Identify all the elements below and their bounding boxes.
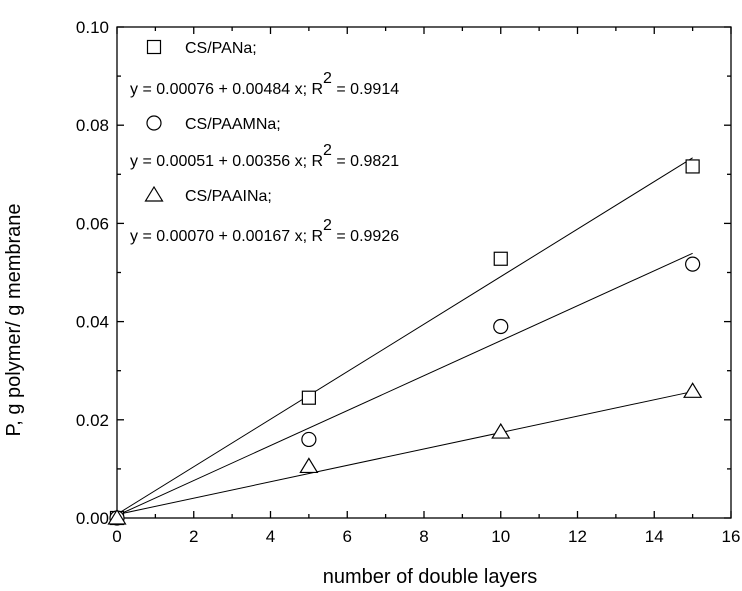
y-axis-title-part-1: P, g polymer xyxy=(3,327,25,437)
x-tick-label: 2 xyxy=(189,527,198,546)
fit-line xyxy=(116,157,693,515)
legend-equation: y = 0.00051 + 0.00356 x; R2 = 0.9821 xyxy=(130,142,399,170)
triangle-data-point xyxy=(491,422,511,439)
legend-series-name: CS/PANa; xyxy=(185,40,257,57)
square-data-point xyxy=(493,251,508,266)
legend-marker-circle xyxy=(146,115,162,131)
data-markers xyxy=(107,159,703,526)
y-tick-label: 0.10 xyxy=(76,18,109,37)
legend-marker-triangle xyxy=(144,185,164,202)
legend: CS/PANa;y = 0.00076 + 0.00484 x; R2 = 0.… xyxy=(130,39,399,245)
legend-equation: y = 0.00070 + 0.00167 x; R2 = 0.9926 xyxy=(130,217,399,245)
equation-text: y = 0.00070 + 0.00167 x; R xyxy=(130,228,323,245)
y-tick-label: 0.04 xyxy=(76,313,109,332)
x-tick-label: 14 xyxy=(645,527,664,546)
fit-lines xyxy=(116,157,693,516)
x-tick-label: 0 xyxy=(112,527,121,546)
legend-marker-square xyxy=(146,39,162,55)
y-axis-title: P, g polymer/ g membrane xyxy=(3,203,25,436)
legend-equation: y = 0.00076 + 0.00484 x; R2 = 0.9914 xyxy=(130,70,399,98)
fit-line xyxy=(116,252,693,516)
equation-superscript: 2 xyxy=(323,217,332,234)
equation-superscript: 2 xyxy=(323,142,332,159)
plot-frame xyxy=(116,26,732,519)
x-tick-label: 4 xyxy=(266,527,275,546)
x-tick-label: 12 xyxy=(568,527,587,546)
equation-r2-value: = 0.9926 xyxy=(332,228,399,245)
equation-text: y = 0.00076 + 0.00484 x; R xyxy=(130,81,323,98)
triangle-data-point xyxy=(107,508,127,525)
x-tick-label: 8 xyxy=(419,527,428,546)
fit-line xyxy=(116,391,693,516)
equation-text: y = 0.00051 + 0.00356 x; R xyxy=(130,153,323,170)
square-data-point xyxy=(685,159,700,174)
equation-superscript: 2 xyxy=(323,70,332,87)
triangle-data-point xyxy=(299,457,319,474)
x-tick-label: 16 xyxy=(722,527,741,546)
legend-series-name: CS/PAAMNa; xyxy=(185,116,281,133)
circle-data-point xyxy=(685,256,701,272)
equation-r2-value: = 0.9914 xyxy=(332,81,399,98)
equation-r2-value: = 0.9821 xyxy=(332,153,399,170)
legend-series-name: CS/PAAINa; xyxy=(185,188,272,205)
axis-titles: number of double layers P, g polymer/ g … xyxy=(3,203,537,588)
y-tick-label: 0.06 xyxy=(76,214,109,233)
x-tick-label: 6 xyxy=(343,527,352,546)
square-data-point xyxy=(301,390,316,405)
triangle-data-point xyxy=(683,382,703,398)
x-axis-title: number of double layers xyxy=(323,566,538,588)
circle-data-point xyxy=(301,431,317,448)
x-tick-label: 10 xyxy=(491,527,510,546)
y-tick-label: 0.00 xyxy=(76,509,109,528)
y-tick-label: 0.08 xyxy=(76,116,109,135)
y-tick-label: 0.02 xyxy=(76,411,109,430)
axes: 0 2 4 6 8 10 12 14 16 0.00 0.02 0.04 0.06 0.08 0.10 xyxy=(76,18,741,546)
circle-data-point xyxy=(493,318,509,335)
y-axis-title-part-2: / g membrane xyxy=(3,203,25,326)
